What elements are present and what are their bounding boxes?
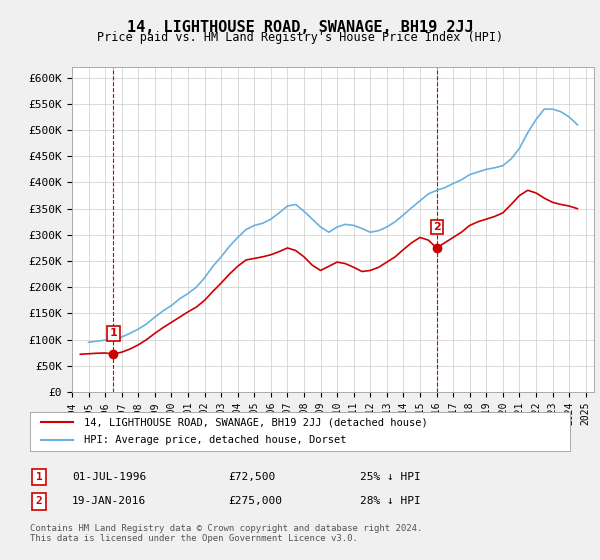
Text: Price paid vs. HM Land Registry's House Price Index (HPI): Price paid vs. HM Land Registry's House … (97, 31, 503, 44)
Text: Contains HM Land Registry data © Crown copyright and database right 2024.
This d: Contains HM Land Registry data © Crown c… (30, 524, 422, 543)
Text: 14, LIGHTHOUSE ROAD, SWANAGE, BH19 2JJ (detached house): 14, LIGHTHOUSE ROAD, SWANAGE, BH19 2JJ (… (84, 417, 428, 427)
Text: £275,000: £275,000 (228, 496, 282, 506)
Text: 2: 2 (434, 222, 441, 232)
Text: HPI: Average price, detached house, Dorset: HPI: Average price, detached house, Dors… (84, 435, 347, 445)
Text: £72,500: £72,500 (228, 472, 275, 482)
Text: 14, LIGHTHOUSE ROAD, SWANAGE, BH19 2JJ: 14, LIGHTHOUSE ROAD, SWANAGE, BH19 2JJ (127, 20, 473, 35)
Text: 1: 1 (110, 328, 118, 338)
Text: 28% ↓ HPI: 28% ↓ HPI (360, 496, 421, 506)
Text: 01-JUL-1996: 01-JUL-1996 (72, 472, 146, 482)
Text: 25% ↓ HPI: 25% ↓ HPI (360, 472, 421, 482)
Text: 2: 2 (35, 496, 43, 506)
Text: 19-JAN-2016: 19-JAN-2016 (72, 496, 146, 506)
Text: 1: 1 (35, 472, 43, 482)
